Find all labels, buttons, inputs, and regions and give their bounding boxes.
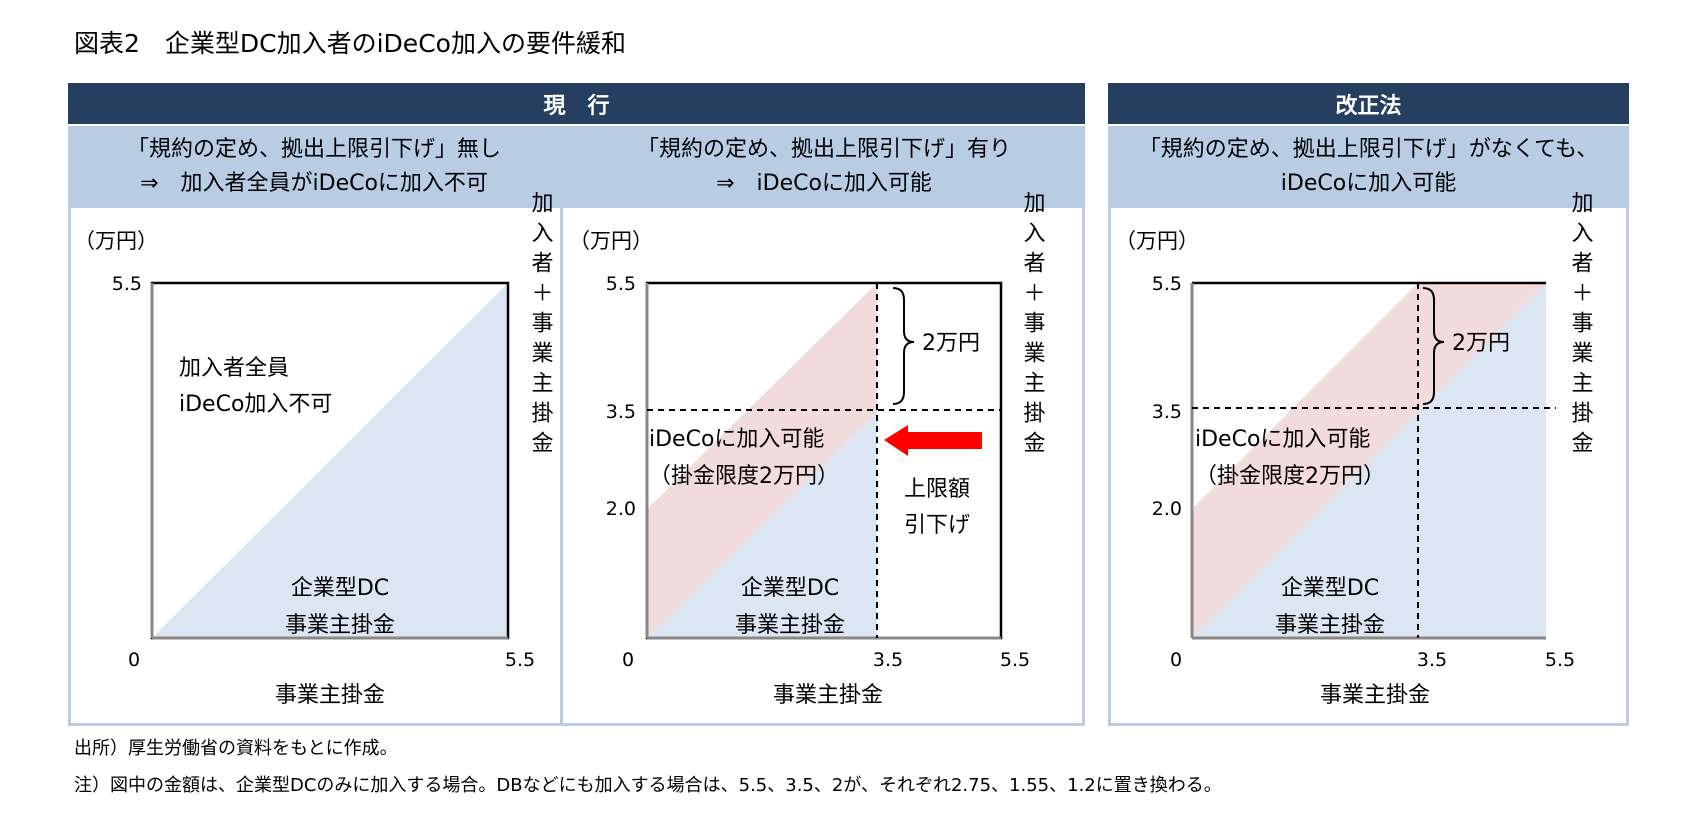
panel3-chart: （万円） 5.5 3.5 2.0 0 3.5 5.5 事業主掛金 2万円 iDe… [1115, 191, 1594, 708]
panel1-dc-text-line1: 企業型DC [291, 576, 389, 601]
panel2-y-tick-5-5: 5.5 [606, 273, 636, 295]
panel2-dc-text-line2: 事業主掛金 [735, 613, 845, 638]
panel2-y-tick-3-5: 3.5 [606, 401, 636, 423]
panel2-x-tick-0: 0 [622, 649, 634, 671]
panel1-side-label: 加入者＋事業主掛金 [528, 191, 554, 461]
panel3-dc-text-line1: 企業型DC [1281, 576, 1379, 601]
panel1-x-tick-0: 0 [128, 649, 140, 671]
footnote: 注）図中の金額は、企業型DCのみに加入する場合。DBなどにも加入する場合は、5.… [74, 775, 1222, 796]
panel2-brace-text: 2万円 [922, 331, 980, 356]
panel2-dc-text-line1: 企業型DC [741, 576, 839, 601]
panel3-brace-text: 2万円 [1452, 331, 1510, 356]
panel1-dc-text-line2: 事業主掛金 [285, 613, 395, 638]
panel2-chart: （万円） 5.5 3.5 2.0 0 3.5 5.5 事業主掛金 2万円 iDe… [569, 191, 1046, 708]
panel2-arrow-text-line2: 引下げ [904, 513, 970, 538]
panel3-side-label: 加入者＋事業主掛金 [1568, 191, 1594, 461]
panel1-y-tick-5-5: 5.5 [112, 273, 142, 295]
panel2-brace [892, 287, 915, 405]
panel1-x-axis-label: 事業主掛金 [275, 683, 385, 708]
panel3-subtitle: 「規約の定め、拠出上限引下げ」がなくても、 iDeCoに加入可能 [1108, 126, 1629, 208]
panel3-y-tick-3-5: 3.5 [1152, 401, 1182, 423]
panel2-subtitle-line2: ⇒ iDeCoに加入可能 [716, 171, 932, 196]
panel2-y-tick-2-0: 2.0 [606, 498, 636, 520]
panel3-ideco-text-line1: iDeCoに加入可能 [1195, 427, 1370, 452]
panel2-ideco-area [647, 283, 877, 638]
panel2-x-tick-3-5: 3.5 [873, 649, 903, 671]
panel1-unit-label: （万円） [74, 229, 158, 253]
panel1-area-text-line2: iDeCo加入不可 [179, 392, 332, 417]
panel3-unit-label: （万円） [1115, 229, 1199, 253]
panel2-blank-area [877, 412, 1001, 638]
panel3-x-axis-label: 事業主掛金 [1320, 683, 1430, 708]
panel2-unit-label: （万円） [569, 229, 653, 253]
panel1-subtitle-line1: 「規約の定め、拠出上限引下げ」無し [126, 137, 501, 162]
panel1-x-tick-5-5: 5.5 [505, 649, 535, 671]
panel2-reduction-arrow [884, 425, 982, 456]
panel3-y-tick-2-0: 2.0 [1152, 498, 1182, 520]
panel2-x-axis-label: 事業主掛金 [773, 683, 883, 708]
panel1-area-text-line1: 加入者全員 [179, 356, 289, 381]
current-panel-divider [560, 126, 563, 726]
source-note: 出所）厚生労働省の資料をもとに作成。 [74, 738, 398, 759]
panel3-subtitle-line1: 「規約の定め、拠出上限引下げ」がなくても、 [1138, 137, 1599, 162]
panel3-y-tick-5-5: 5.5 [1152, 273, 1182, 295]
header-revised: 改正法 [1108, 83, 1629, 124]
panel2-ideco-text-line2: （掛金限度2万円） [649, 464, 839, 489]
panel1-dc-area [152, 283, 508, 638]
panel1-subtitle-line2: ⇒ 加入者全員がiDeCoに加入不可 [140, 171, 488, 196]
panel2-subtitle-line1: 「規約の定め、拠出上限引下げ」有り [636, 137, 1011, 162]
panel2-ideco-text-line1: iDeCoに加入可能 [649, 427, 824, 452]
panel3-x-tick-0: 0 [1170, 649, 1182, 671]
panel3-brace [1422, 287, 1445, 405]
panel3-x-tick-5-5: 5.5 [1545, 649, 1575, 671]
header-current: 現 行 [68, 83, 1085, 124]
panel2-subtitle: 「規約の定め、拠出上限引下げ」有り ⇒ iDeCoに加入可能 [563, 126, 1085, 208]
panel1-chart: （万円） 5.5 0 5.5 事業主掛金 加入者全員 iDeCo加入不可 企業型… [74, 191, 554, 708]
panel3-ideco-area [1192, 283, 1546, 638]
panel2-side-label: 加入者＋事業主掛金 [1020, 191, 1046, 461]
panel2-x-tick-5-5: 5.5 [1000, 649, 1030, 671]
panel3-subtitle-line2: iDeCoに加入可能 [1280, 171, 1457, 196]
figure-title: 図表2 企業型DC加入者のiDeCo加入の要件緩和 [74, 29, 626, 58]
panel3-ideco-text-line2: （掛金限度2万円） [1195, 464, 1385, 489]
panel3-dc-text-line2: 事業主掛金 [1275, 613, 1385, 638]
panel2-arrow-text-line1: 上限額 [904, 477, 970, 502]
panel3-x-tick-3-5: 3.5 [1417, 649, 1447, 671]
panel1-subtitle: 「規約の定め、拠出上限引下げ」無し ⇒ 加入者全員がiDeCoに加入不可 [68, 126, 560, 208]
